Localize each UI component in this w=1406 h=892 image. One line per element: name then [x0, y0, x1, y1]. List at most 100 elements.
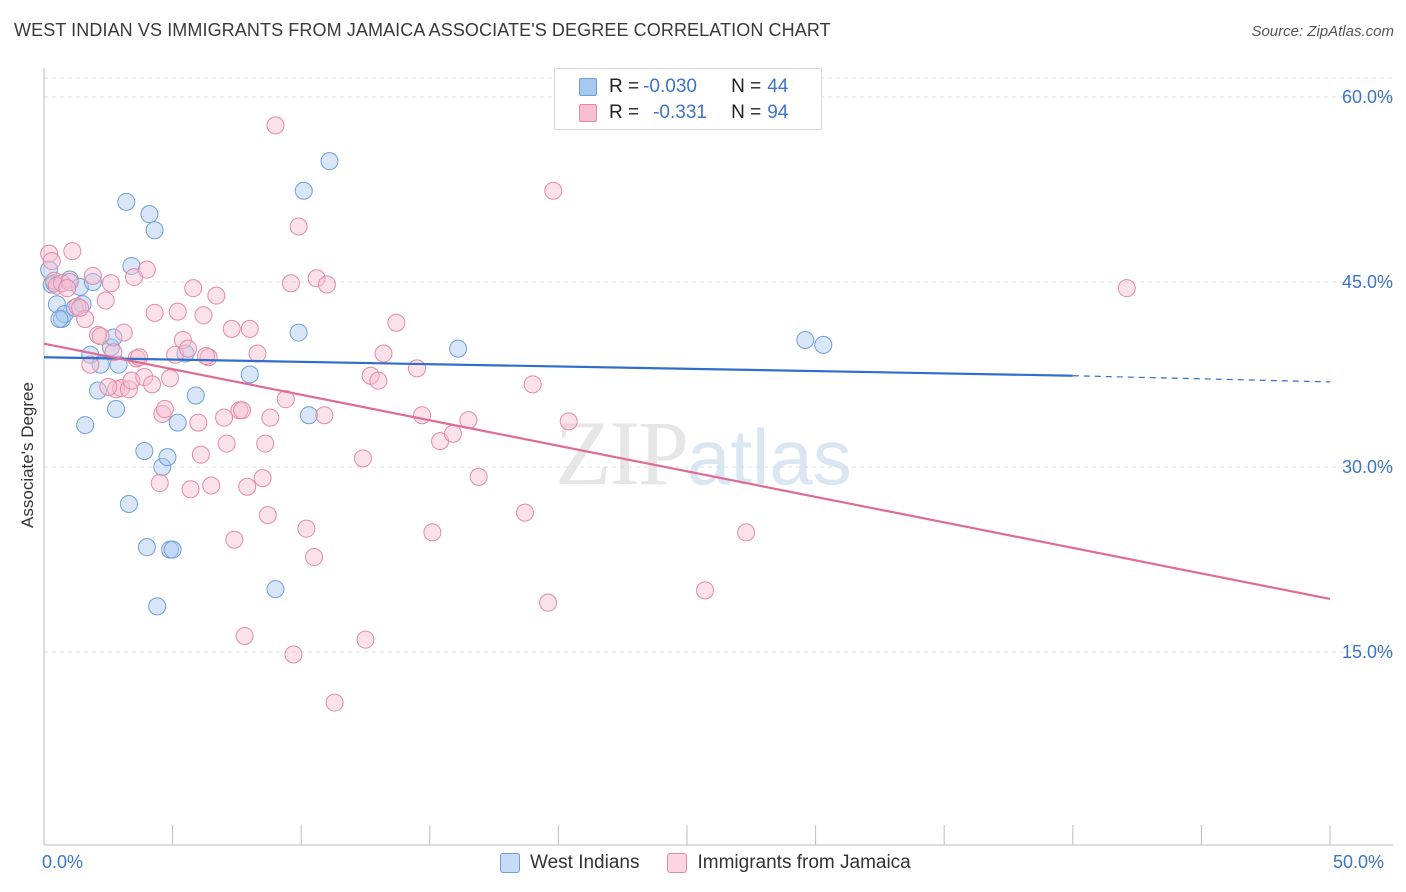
watermark-atlas: atlas — [687, 413, 852, 501]
jamaica-point — [258, 506, 277, 525]
jamaica-point — [256, 434, 275, 453]
series-legend: West Indians Immigrants from Jamaica — [500, 852, 939, 874]
jamaica-point — [266, 116, 285, 135]
west-indians-point — [91, 355, 110, 374]
jamaica-point — [253, 469, 272, 488]
legend-r-label: R = — [609, 102, 640, 123]
x-tick-label-max: 50.0% — [1333, 852, 1385, 872]
jamaica-point — [191, 445, 210, 464]
legend-n-value: 94 — [767, 102, 789, 123]
jamaica-point — [71, 298, 90, 317]
jamaica-point — [40, 244, 59, 263]
jamaica-point — [101, 274, 120, 293]
legend-row-jamaica: R = -0.331 N = 94 — [579, 102, 788, 124]
legend-label-jamaica: Immigrants from Jamaica — [697, 852, 911, 873]
jamaica-point — [135, 367, 154, 386]
jamaica-point — [153, 404, 172, 423]
jamaica-point — [261, 408, 280, 427]
jamaica-point — [217, 434, 236, 453]
west-indians-point — [186, 386, 205, 405]
jamaica-point — [181, 480, 200, 499]
jamaica-point — [281, 274, 300, 293]
jamaica-point — [559, 412, 578, 431]
gridlines — [44, 77, 1393, 653]
jamaica-trend-line — [43, 342, 1331, 601]
jamaica-point — [143, 375, 162, 394]
y-tick-label: 60.0% — [1342, 87, 1393, 107]
west-indians-point — [117, 192, 136, 211]
jamaica-point — [696, 581, 715, 600]
legend-row-west-indians: R = -0.030 N = 44 — [579, 76, 788, 98]
jamaica-point — [353, 449, 372, 468]
jamaica-point — [137, 260, 156, 279]
jamaica-point — [297, 519, 316, 538]
jamaica-point — [737, 523, 756, 542]
legend-r-label: R = — [609, 76, 640, 97]
jamaica-point — [99, 377, 118, 396]
y-tick-label: 15.0% — [1342, 642, 1393, 662]
jamaica-point — [523, 375, 542, 394]
jamaica-point — [407, 359, 426, 378]
correlation-legend: R = -0.030 N = 44 R = -0.331 N = 94 — [554, 68, 822, 130]
jamaica-point — [222, 319, 241, 338]
y-axis-label: Associate's Degree — [18, 382, 37, 528]
jamaica-point — [356, 630, 375, 649]
west-indians-point — [107, 400, 126, 419]
legend-swatch-west-indians — [500, 853, 520, 873]
west-indians-point — [148, 597, 167, 616]
jamaica-point — [515, 503, 534, 522]
chart-title: WEST INDIAN VS IMMIGRANTS FROM JAMAICA A… — [14, 20, 831, 40]
west-indians-point — [137, 538, 156, 557]
jamaica-point — [423, 523, 442, 542]
jamaica-point — [76, 310, 95, 328]
jamaica-point — [155, 400, 174, 419]
jamaica-point — [307, 269, 326, 288]
jamaica-point — [179, 339, 198, 358]
legend-item-west-indians[interactable]: West Indians — [500, 852, 639, 874]
y-tick-label: 30.0% — [1342, 457, 1393, 477]
legend-swatch-jamaica — [667, 853, 688, 873]
jamaica-point — [168, 302, 187, 321]
west-indians-point — [50, 310, 69, 328]
jamaica-point — [189, 413, 208, 432]
jamaica-point — [207, 286, 226, 305]
jamaica-point — [145, 303, 164, 322]
jamaica-point — [284, 645, 303, 664]
jamaica-point — [233, 401, 252, 420]
jamaica-point — [240, 319, 259, 338]
west-indians-point — [89, 381, 108, 400]
x-tick-label-min: 0.0% — [42, 852, 84, 872]
jamaica-point — [150, 474, 169, 493]
west-indians-point — [76, 416, 95, 435]
jamaica-point — [173, 330, 192, 349]
west-indians-point — [163, 540, 182, 559]
jamaica-point — [305, 548, 324, 567]
jamaica-point — [58, 279, 77, 298]
jamaica-point — [215, 408, 234, 427]
jamaica-point — [112, 379, 131, 398]
jamaica-point — [96, 291, 115, 310]
trend-lines — [43, 342, 1331, 601]
jamaica-point — [315, 406, 334, 425]
west-indians-point — [140, 205, 159, 224]
legend-n-label: N = — [731, 102, 762, 123]
jamaica-point — [161, 369, 180, 388]
jamaica-point — [235, 626, 254, 645]
jamaica-point — [197, 347, 216, 365]
jamaica-point — [42, 252, 61, 271]
west-indians-trend-line — [43, 356, 1073, 377]
west-indians-point — [814, 335, 833, 354]
jamaica-point — [83, 266, 102, 285]
west-indians-point — [153, 458, 172, 476]
jamaica-point — [443, 424, 462, 443]
y-tick-label: 45.0% — [1342, 272, 1393, 292]
legend-item-jamaica[interactable]: Immigrants from Jamaica — [667, 852, 911, 874]
west-indians-point — [104, 328, 123, 347]
west-indians-point — [135, 441, 154, 460]
legend-swatch-jamaica — [579, 104, 597, 122]
jamaica-point — [184, 279, 203, 298]
west-indians-point — [266, 580, 285, 599]
jamaica-point — [1117, 279, 1136, 298]
jamaica-point — [202, 476, 221, 495]
jamaica-point — [369, 371, 388, 390]
